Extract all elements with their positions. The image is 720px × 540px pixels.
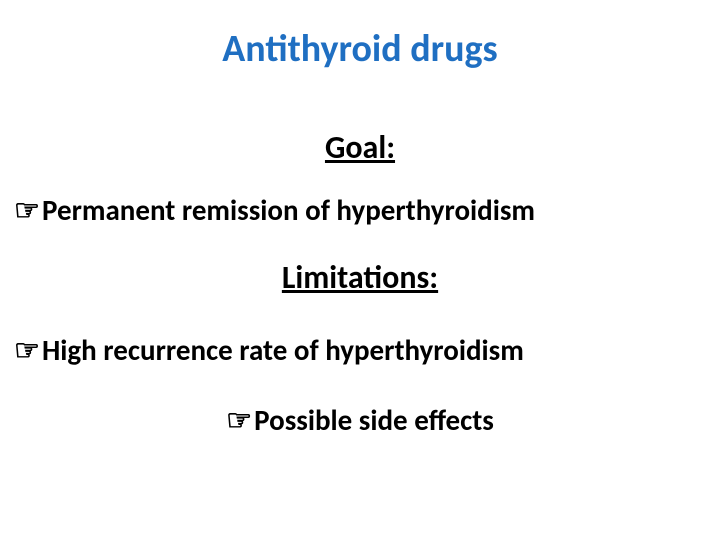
goal-bullet-text: Permanent remission of hyperthyroidism xyxy=(42,192,535,228)
hand-right-icon: ☞ xyxy=(14,193,42,228)
limitation-bullet-text-1: High recurrence rate of hyperthyroidism xyxy=(42,332,524,368)
slide: Antithyroid drugs Goal: ☞ Permanent remi… xyxy=(0,0,720,540)
goal-bullet-line: ☞ Permanent remission of hyperthyroidism xyxy=(14,192,535,228)
limitation-bullet-line-1: ☞ High recurrence rate of hyperthyroidis… xyxy=(14,332,524,368)
limitation-bullet-text-2: Possible side effects xyxy=(254,402,494,438)
hand-right-icon: ☞ xyxy=(226,403,254,438)
goal-heading: Goal: xyxy=(0,128,720,167)
limitations-heading: Limitations: xyxy=(0,258,720,297)
limitation-bullet-line-2: ☞ Possible side effects xyxy=(0,402,720,438)
hand-right-icon: ☞ xyxy=(14,333,42,368)
slide-title: Antithyroid drugs xyxy=(0,26,720,72)
